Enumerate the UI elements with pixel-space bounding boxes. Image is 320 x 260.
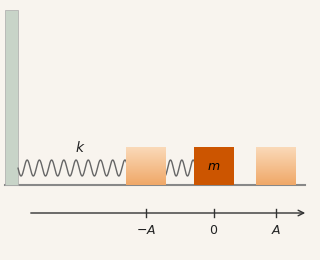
Bar [194, 147, 234, 185]
Text: $m$: $m$ [207, 160, 221, 173]
Text: $k$: $k$ [75, 140, 85, 155]
Bar [5, 10, 18, 185]
Text: $-A$: $-A$ [136, 224, 156, 237]
Text: $0$: $0$ [209, 224, 219, 237]
Text: $A$: $A$ [271, 224, 281, 237]
